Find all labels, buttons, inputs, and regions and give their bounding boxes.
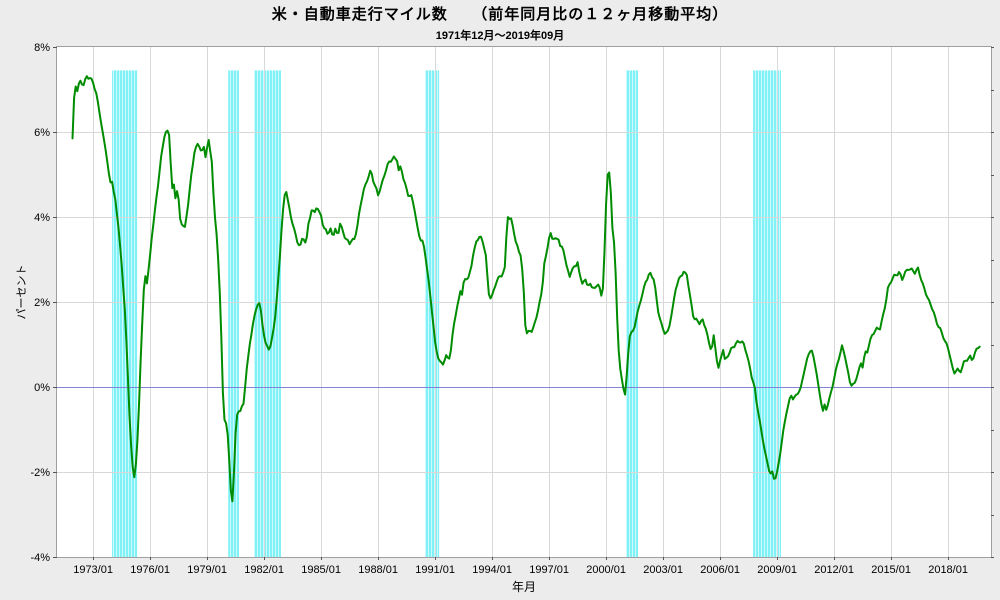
recession-band — [254, 70, 281, 558]
x-tick-label: 1982/01 — [244, 564, 284, 576]
x-tick-label: 2009/01 — [757, 564, 797, 576]
data-line — [71, 75, 981, 503]
recession-band — [228, 70, 239, 558]
y-tick-label: 4% — [34, 212, 50, 224]
x-tick-label: 1976/01 — [130, 564, 170, 576]
x-tick-label: 1979/01 — [187, 564, 227, 576]
x-axis-title: 年月 — [511, 580, 536, 594]
x-tick-label: 1991/01 — [415, 564, 455, 576]
y-tick-label: 0% — [34, 382, 50, 394]
recession-band — [626, 70, 638, 558]
x-tick-label: 2018/01 — [928, 564, 968, 576]
x-tick-label: 1985/01 — [301, 564, 341, 576]
y-tick-label: 8% — [34, 42, 50, 54]
x-tick-label: 1973/01 — [73, 564, 113, 576]
y-tick-label: -2% — [30, 467, 50, 479]
recession-band — [753, 70, 781, 558]
x-tick-label: 1997/01 — [529, 564, 569, 576]
x-tick-label: 1988/01 — [358, 564, 398, 576]
x-tick-label: 2015/01 — [871, 564, 911, 576]
x-tick-label: 2012/01 — [814, 564, 854, 576]
x-tick-label: 1994/01 — [472, 564, 512, 576]
x-tick-label: 2000/01 — [586, 564, 626, 576]
chart-title: 米・自動車走行マイル数 （前年同月比の１２ヶ月移動平均） — [271, 6, 729, 23]
y-tick-label: 6% — [34, 127, 50, 139]
y-tick-label: 2% — [34, 297, 50, 309]
x-tick-label: 2003/01 — [643, 564, 683, 576]
x-tick-label: 2006/01 — [700, 564, 740, 576]
chart-subtitle: 1971年12月～2019年09月 — [435, 30, 565, 42]
y-tick-label: -4% — [30, 552, 50, 564]
